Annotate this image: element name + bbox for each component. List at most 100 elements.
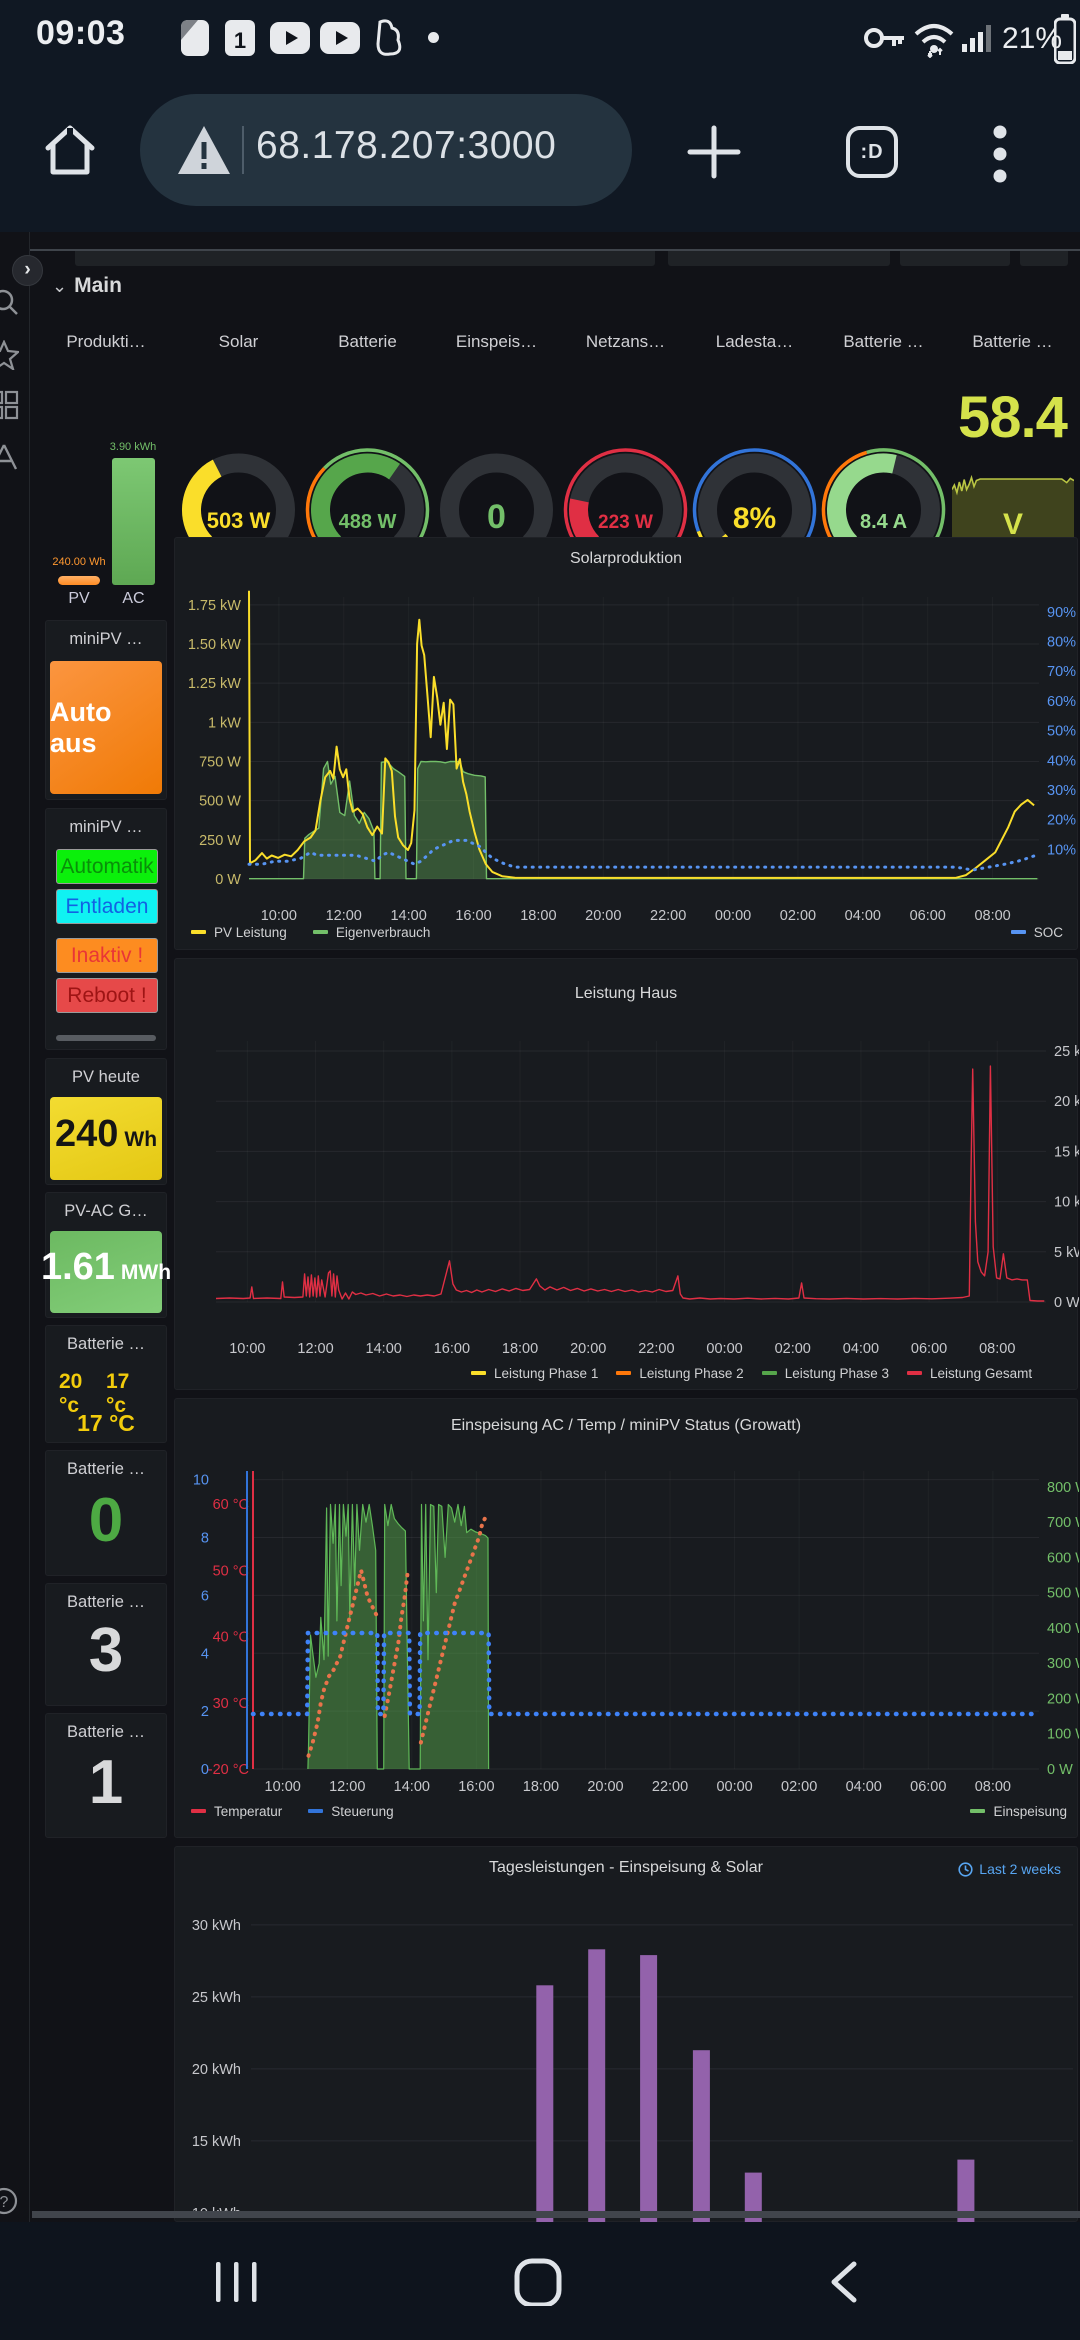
legend-swatch [312, 930, 328, 934]
chart-plot[interactable]: 10:00 12:00 14:00 16:00 18:00 20:00 22:00 00:00… [175, 538, 1079, 951]
panel-title[interactable]: Batterie … [67, 1460, 145, 1478]
browser-menu-icon[interactable] [990, 124, 1010, 184]
legend-item[interactable]: PV Leistung [191, 925, 287, 940]
scroll-indicator[interactable] [56, 1035, 156, 1041]
panel-title[interactable]: Batterie … [972, 332, 1053, 351]
y-tick-label: 15 kW [1054, 1144, 1079, 1160]
tab-switcher-button[interactable]: :D [846, 126, 898, 178]
panel-title[interactable]: Batterie … [843, 332, 924, 351]
star-icon[interactable] [0, 340, 19, 370]
panel-title[interactable]: Batterie … [67, 1593, 145, 1611]
legend-item[interactable]: Eigenverbrauch [312, 925, 430, 940]
alerting-icon[interactable] [0, 442, 19, 472]
panel-title[interactable]: Netzans… [585, 332, 666, 351]
legend-item[interactable]: Steuerung [308, 1804, 394, 1819]
panel-title[interactable]: Ladesta… [715, 332, 794, 351]
x-tick-label: 12:00 [326, 908, 362, 924]
y-tick-label: 30% [1047, 783, 1076, 799]
y-tick-label: 8 [201, 1531, 209, 1547]
chart-legend: Einspeisung [970, 1801, 1067, 1821]
legend-item[interactable]: SOC [1010, 925, 1063, 940]
panel-title[interactable]: Batterie … [67, 1335, 145, 1353]
panel-title[interactable]: miniPV … [69, 818, 143, 836]
bar[interactable] [692, 2050, 710, 2222]
youtube-notification-icon [270, 22, 310, 54]
dashboards-icon[interactable] [0, 390, 19, 420]
help-icon[interactable]: ? [0, 2186, 19, 2216]
x-tick-label: 04:00 [843, 1341, 879, 1357]
side-panel-bigbutton: miniPV … Auto aus [45, 620, 167, 800]
legend-item[interactable]: Leistung Phase 2 [616, 1366, 744, 1381]
recent-apps-icon[interactable] [214, 2262, 264, 2302]
x-tick-label: 12:00 [297, 1341, 333, 1357]
series-area [249, 761, 1038, 879]
panel-title[interactable]: Batterie … [67, 1723, 145, 1741]
y-tick-label: 5 kW [1054, 1245, 1079, 1261]
bar[interactable] [640, 1955, 658, 2222]
toolbar-button-fragment[interactable] [75, 251, 655, 266]
side-panel-temps: Batterie … 20 °c 17 °c 17 °C [45, 1325, 167, 1443]
legend-item[interactable]: Leistung Gesamt [907, 1366, 1032, 1381]
url-bar[interactable]: 68.178.207:3000 [140, 94, 632, 206]
sidebar-expand-button[interactable]: › [12, 255, 43, 286]
stat-unit: MWh [120, 1261, 172, 1284]
url-text[interactable]: 68.178.207:3000 [256, 124, 557, 167]
y-tick-label: 30 °C [213, 1696, 249, 1712]
time-range-badge[interactable]: Last 2 weeks [958, 1861, 1061, 1877]
toolbar-button-fragment[interactable] [1020, 251, 1068, 266]
chart-title[interactable]: Solarproduktion [569, 550, 683, 567]
legend-item[interactable]: Einspeisung [970, 1804, 1067, 1819]
bar[interactable] [588, 1949, 606, 2222]
gauge-value: 488 W [339, 511, 397, 533]
gauge-einspeis[interactable]: 0 [432, 360, 561, 600]
x-tick-label: 10:00 [229, 1341, 265, 1357]
side-panel-bignum: Batterie … 3 [45, 1583, 167, 1706]
panel-title[interactable]: Solar [218, 332, 259, 351]
bar[interactable] [744, 2172, 762, 2222]
toolbar-button-fragment[interactable] [668, 251, 890, 266]
back-button-icon[interactable] [824, 2260, 864, 2304]
x-tick-label: 04:00 [846, 1779, 882, 1795]
gauge-batterie[interactable]: 488 W [303, 360, 432, 600]
home-button-icon[interactable] [514, 2258, 564, 2306]
x-tick-label: 04:00 [845, 908, 881, 924]
control-button[interactable]: Inaktiv ! [56, 938, 158, 973]
svg-text:1: 1 [234, 28, 246, 53]
new-tab-icon[interactable] [686, 124, 742, 180]
bar[interactable] [536, 1985, 554, 2222]
search-icon[interactable] [0, 287, 20, 317]
stat-value-box: 240 Wh [50, 1097, 162, 1180]
gauge-solar[interactable]: 503 W [174, 360, 303, 600]
legend-label: Einspeisung [993, 1803, 1067, 1819]
chart-title[interactable]: Leistung Haus [574, 985, 678, 1002]
panel-title[interactable]: Einspeis… [455, 332, 538, 351]
chart-plot[interactable]: 10:00 12:00 14:00 16:00 18:00 20:00 22:00 00:00… [175, 1399, 1079, 1839]
site-warning-icon[interactable] [176, 124, 232, 176]
legend-item[interactable]: Temperatur [191, 1804, 282, 1819]
vpn-key-icon [864, 28, 904, 48]
legend-item[interactable]: Leistung Phase 1 [471, 1366, 598, 1381]
row-header-main[interactable]: ⌄ Main [52, 274, 122, 298]
x-tick-label: 22:00 [638, 1341, 674, 1357]
control-button[interactable]: Reboot ! [56, 978, 158, 1013]
toolbar-button-fragment[interactable] [900, 251, 1010, 266]
panel-title[interactable]: miniPV … [69, 630, 143, 648]
panel-title[interactable]: PV-AC G… [64, 1202, 148, 1220]
panel-title[interactable]: Produkti… [66, 332, 146, 351]
x-tick-label: 10:00 [265, 1779, 301, 1795]
chart-plot[interactable]: 10:00 12:00 14:00 16:00 18:00 20:00 22:00 00:00… [175, 959, 1079, 1391]
panel-title[interactable]: PV heute [72, 1068, 140, 1086]
chart-title[interactable]: Einspeisung AC / Temp / miniPV Status (G… [450, 1417, 802, 1434]
gauge-batterie[interactable]: 8.4 A [819, 360, 948, 600]
control-button[interactable]: Auto aus [50, 661, 162, 794]
bar[interactable] [957, 2159, 975, 2222]
panel-title[interactable]: Batterie [338, 332, 397, 351]
legend-item[interactable]: Leistung Phase 3 [761, 1366, 889, 1381]
series-line-soc [247, 838, 1038, 872]
chart-title[interactable]: Tagesleistungen - Einspeisung & Solar [489, 1859, 763, 1876]
control-button[interactable]: Automatik [56, 849, 158, 884]
home-icon[interactable] [40, 120, 100, 180]
x-tick-label: 02:00 [781, 1779, 817, 1795]
control-button[interactable]: Entladen [56, 889, 158, 924]
